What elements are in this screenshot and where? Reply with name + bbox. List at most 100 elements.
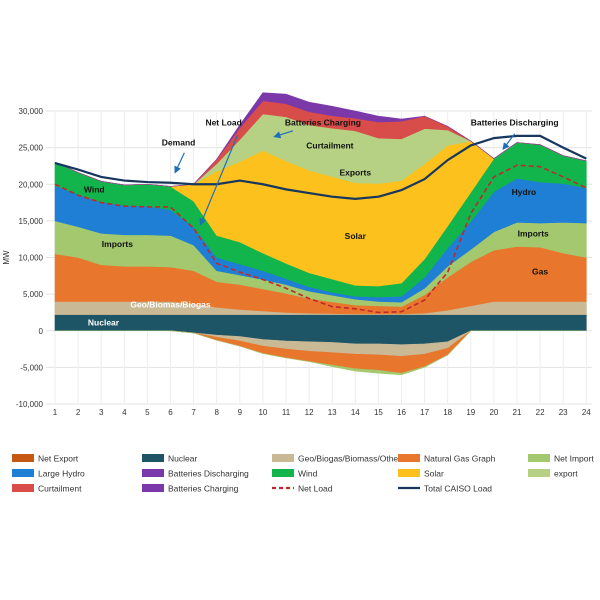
legend: Net Export Nuclear Geo/Biogas/Biomass/Othe… (12, 454, 594, 494)
batteries-discharging-arrow (502, 133, 516, 151)
y-tick-label: 0 (39, 327, 44, 336)
legend-item-nuclear: Nuclear (142, 454, 197, 464)
area-pos-nuclear (54, 314, 587, 332)
area-pos-batteries-charging (54, 92, 587, 187)
annotation-solar: Solar (345, 231, 367, 241)
annotations: Demand Net Load Batteries Charging Batterie… (84, 118, 559, 328)
annotation-hydro: Hydro (512, 187, 537, 197)
x-tick-label: 12 (305, 408, 314, 417)
y-tick-label: -10,000 (16, 400, 44, 409)
legend-item-total-caiso-load: Total CAISO Load (398, 484, 492, 494)
x-tick-label: 17 (420, 408, 429, 417)
x-tick-label: 4 (122, 408, 127, 417)
x-tick-label: 19 (466, 408, 475, 417)
legend-label: export (554, 469, 578, 479)
legend-label: Net Load (298, 484, 333, 494)
annotation-curtailment: Curtailment (306, 140, 353, 150)
legend-label: Batteries Discharging (168, 469, 249, 479)
demand-arrow (174, 152, 185, 174)
y-tick-label: -5,000 (20, 363, 43, 372)
legend-item-large-hydro: Large Hydro (12, 469, 85, 479)
legend-swatch (12, 469, 34, 477)
x-tick-label: 1 (53, 408, 58, 417)
y-tick-label: 5,000 (23, 290, 44, 299)
legend-item-geo-biogas-biomass-other: Geo/Biogas/Biomass/Other (272, 454, 401, 464)
legend-item-curtailment: Curtailment (12, 484, 82, 494)
x-tick-label: 8 (214, 408, 219, 417)
annotation-nuclear: Nuclear (88, 318, 120, 328)
y-tick-label: 10,000 (19, 254, 44, 263)
y-axis-ticks: -10,000 -5,000 0 5,000 10,000 15,000 20,000 25,… (16, 107, 44, 409)
y-tick-label: 30,000 (19, 107, 44, 116)
legend-swatch (142, 484, 164, 492)
line-net-load (54, 164, 587, 314)
legend-swatch (528, 454, 550, 462)
legend-swatch (142, 469, 164, 477)
x-tick-label: 10 (258, 408, 267, 417)
legend-item-natural-gas-graph: Natural Gas Graph (398, 454, 496, 464)
legend-swatch (12, 454, 34, 462)
annotation-batteries-discharging: Batteries Discharging (471, 118, 559, 128)
x-tick-label: 15 (374, 408, 383, 417)
annotation-arrows (174, 130, 516, 226)
legend-swatch (398, 454, 420, 462)
x-tick-label: 7 (191, 408, 196, 417)
legend-swatch (272, 454, 294, 462)
batteries-charging-arrow (273, 130, 294, 139)
annotation-batteries-charging: Batteries Charging (285, 118, 361, 128)
y-tick-label: 25,000 (19, 144, 44, 153)
annotation-exports: Exports (339, 167, 371, 177)
x-axis-ticks: 1 2 3 4 5 6 7 8 9 10 11 12 13 14 15 16 17 18 19 20 21 22 23 24 (53, 408, 592, 417)
annotation-gas: Gas (532, 266, 548, 276)
x-tick-label: 2 (76, 408, 81, 417)
x-tick-label: 16 (397, 408, 406, 417)
legend-label: Batteries Charging (168, 484, 239, 494)
x-tick-label: 24 (582, 408, 591, 417)
x-tick-label: 21 (513, 408, 522, 417)
legend-swatch (272, 469, 294, 477)
legend-label: Geo/Biogas/Biomass/Other (298, 454, 401, 464)
y-axis-label: MW (2, 250, 11, 265)
x-tick-label: 14 (351, 408, 360, 417)
legend-item-net-import: Net Import (528, 454, 594, 464)
legend-label: Total CAISO Load (424, 484, 492, 494)
line-series (54, 134, 587, 314)
x-tick-label: 20 (489, 408, 498, 417)
x-tick-label: 6 (168, 408, 173, 417)
x-tick-label: 3 (99, 408, 104, 417)
legend-label: Solar (424, 469, 444, 479)
legend-item-net-load: Net Load (272, 484, 333, 494)
area-neg-net-import (55, 330, 587, 376)
x-tick-label: 13 (328, 408, 337, 417)
x-tick-label: 11 (282, 408, 291, 417)
legend-item-batteries-discharging: Batteries Discharging (142, 469, 249, 479)
x-tick-label: 5 (145, 408, 150, 417)
line-total-caiso-load (54, 134, 587, 201)
legend-label: Net Export (38, 454, 79, 464)
annotation-geo-biomas-biogas: Geo/Biomas/Biogas (130, 299, 211, 309)
annotation-demand: Demand (162, 137, 196, 147)
area-series (54, 92, 587, 376)
x-tick-label: 18 (443, 408, 452, 417)
annotation-imports: Imports (102, 239, 133, 249)
legend-swatch (142, 454, 164, 462)
legend-label: Wind (298, 469, 318, 479)
annotation-imports: Imports (518, 228, 549, 238)
legend-swatch (528, 469, 550, 477)
legend-swatch (398, 469, 420, 477)
x-tick-label: 22 (536, 408, 545, 417)
x-tick-label: 9 (238, 408, 243, 417)
x-tick-label: 23 (559, 408, 568, 417)
legend-swatch (12, 484, 34, 492)
annotation-net-load: Net Load (205, 118, 241, 128)
legend-label: Natural Gas Graph (424, 454, 496, 464)
legend-label: Large Hydro (38, 469, 85, 479)
legend-item-batteries-charging: Batteries Charging (142, 484, 239, 494)
legend-item-net-export: Net Export (12, 454, 79, 464)
legend-item-wind: Wind (272, 469, 318, 479)
net-load-arrow (199, 134, 239, 226)
legend-label: Nuclear (168, 454, 197, 464)
legend-item-export: export (528, 469, 578, 479)
legend-item-solar: Solar (398, 469, 444, 479)
